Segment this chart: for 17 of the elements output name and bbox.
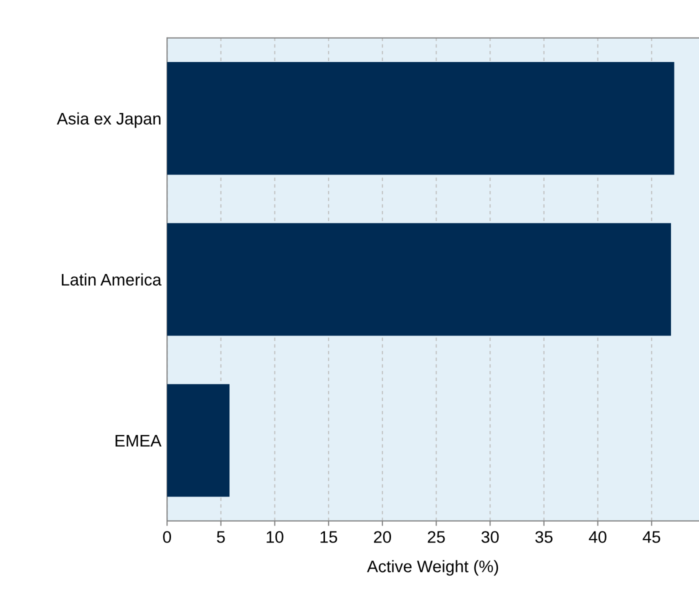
x-tick-label: 15 [320, 531, 338, 543]
x-tick-label: 45 [642, 531, 660, 543]
x-tick-label: 5 [216, 531, 225, 543]
y-tick-label: Asia ex Japan [56, 112, 160, 128]
x-tick-label: 35 [535, 531, 553, 543]
x-tick-label: 10 [266, 531, 284, 543]
bar [167, 384, 230, 497]
y-tick-label: Latin America [62, 273, 162, 286]
y-tick-label: EMEA [116, 435, 162, 446]
x-tick-label: 0 [163, 531, 172, 543]
x-tick-label: 20 [374, 531, 392, 543]
x-axis-title: Active Weight (%) [366, 560, 498, 576]
x-tick-label: 40 [588, 531, 606, 543]
bar [167, 62, 674, 175]
bar [167, 223, 672, 336]
x-tick-label: 30 [481, 531, 499, 543]
x-tick-label: 25 [428, 531, 445, 543]
